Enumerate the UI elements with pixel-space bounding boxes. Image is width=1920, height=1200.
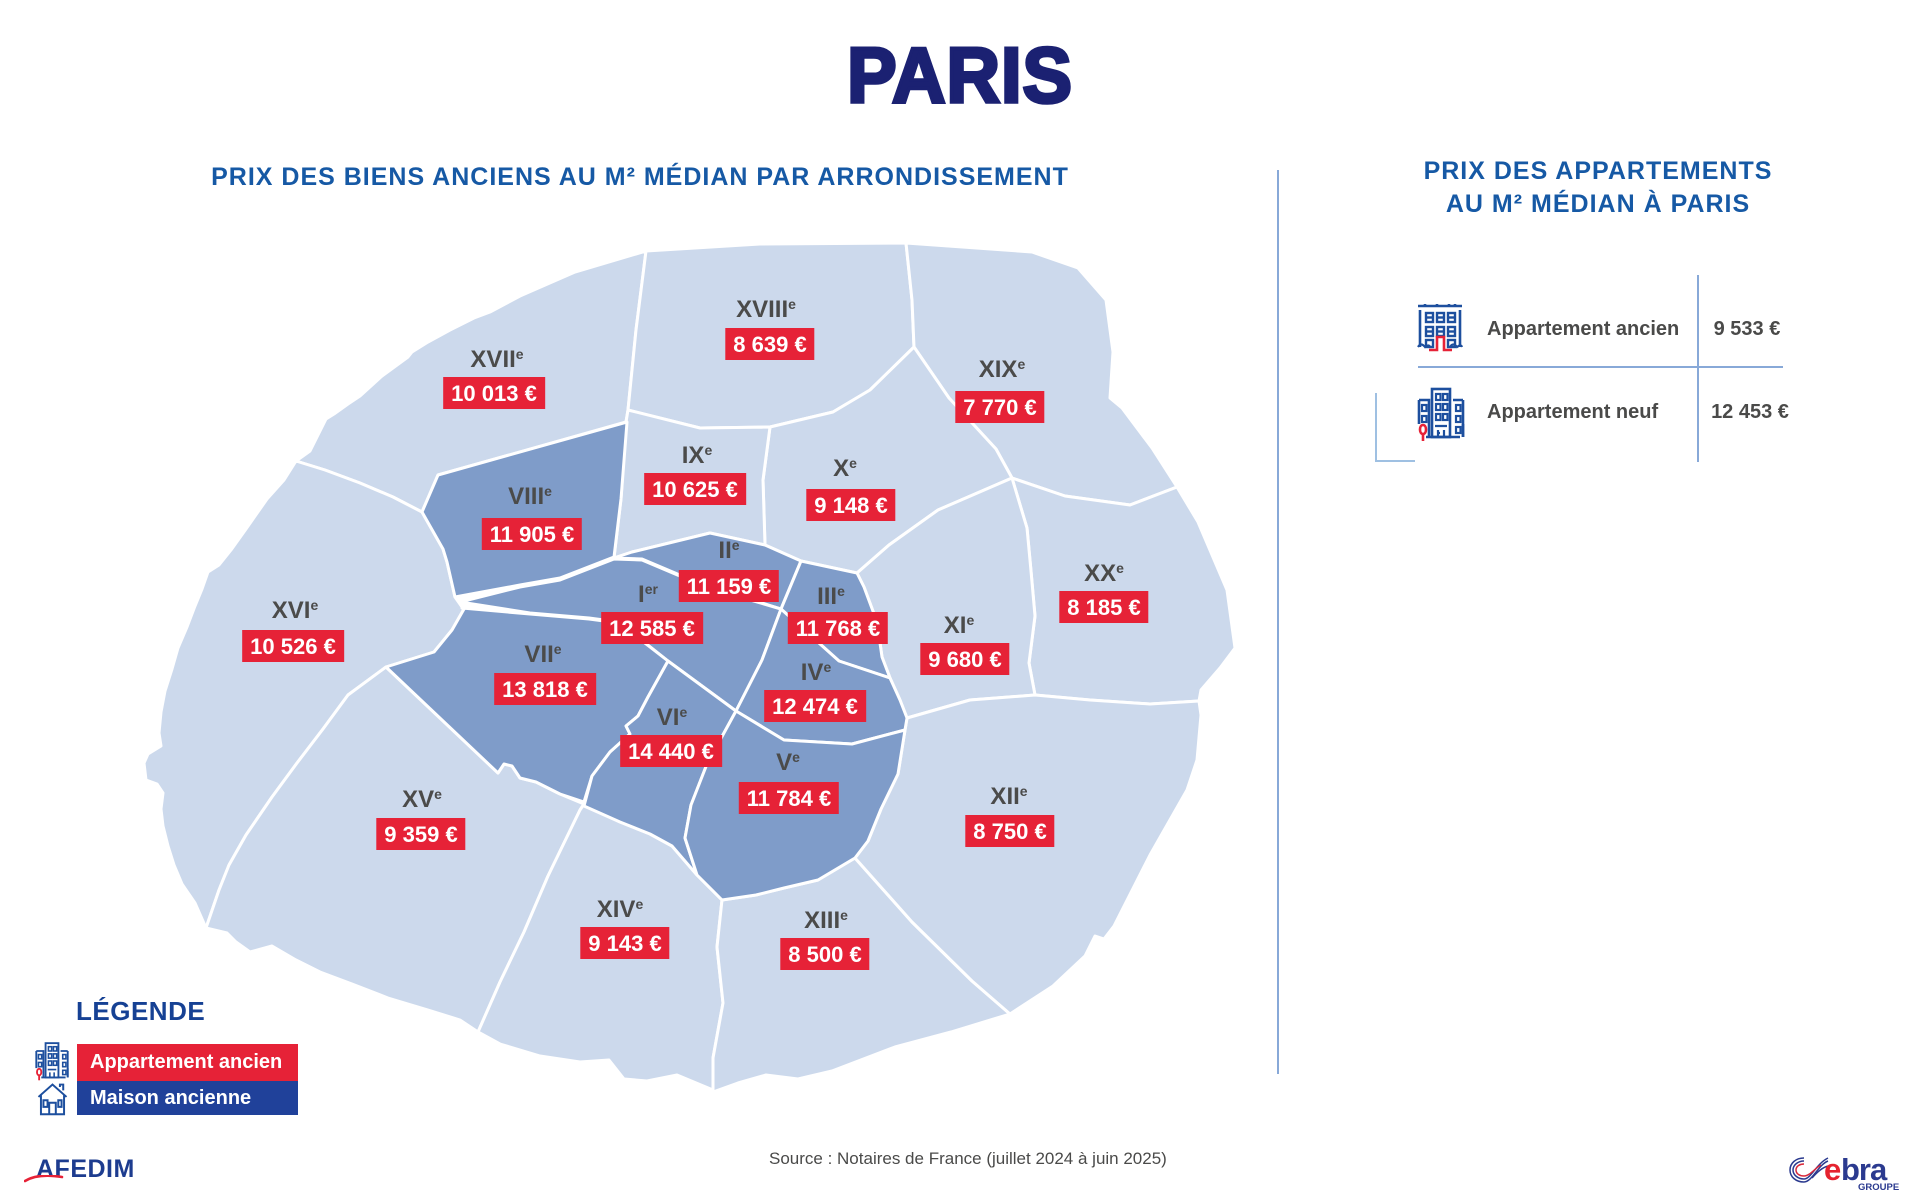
- svg-text:GROUPE: GROUPE: [1858, 1182, 1899, 1193]
- svg-text:bra: bra: [1841, 1152, 1888, 1187]
- svg-text:e: e: [1824, 1152, 1841, 1187]
